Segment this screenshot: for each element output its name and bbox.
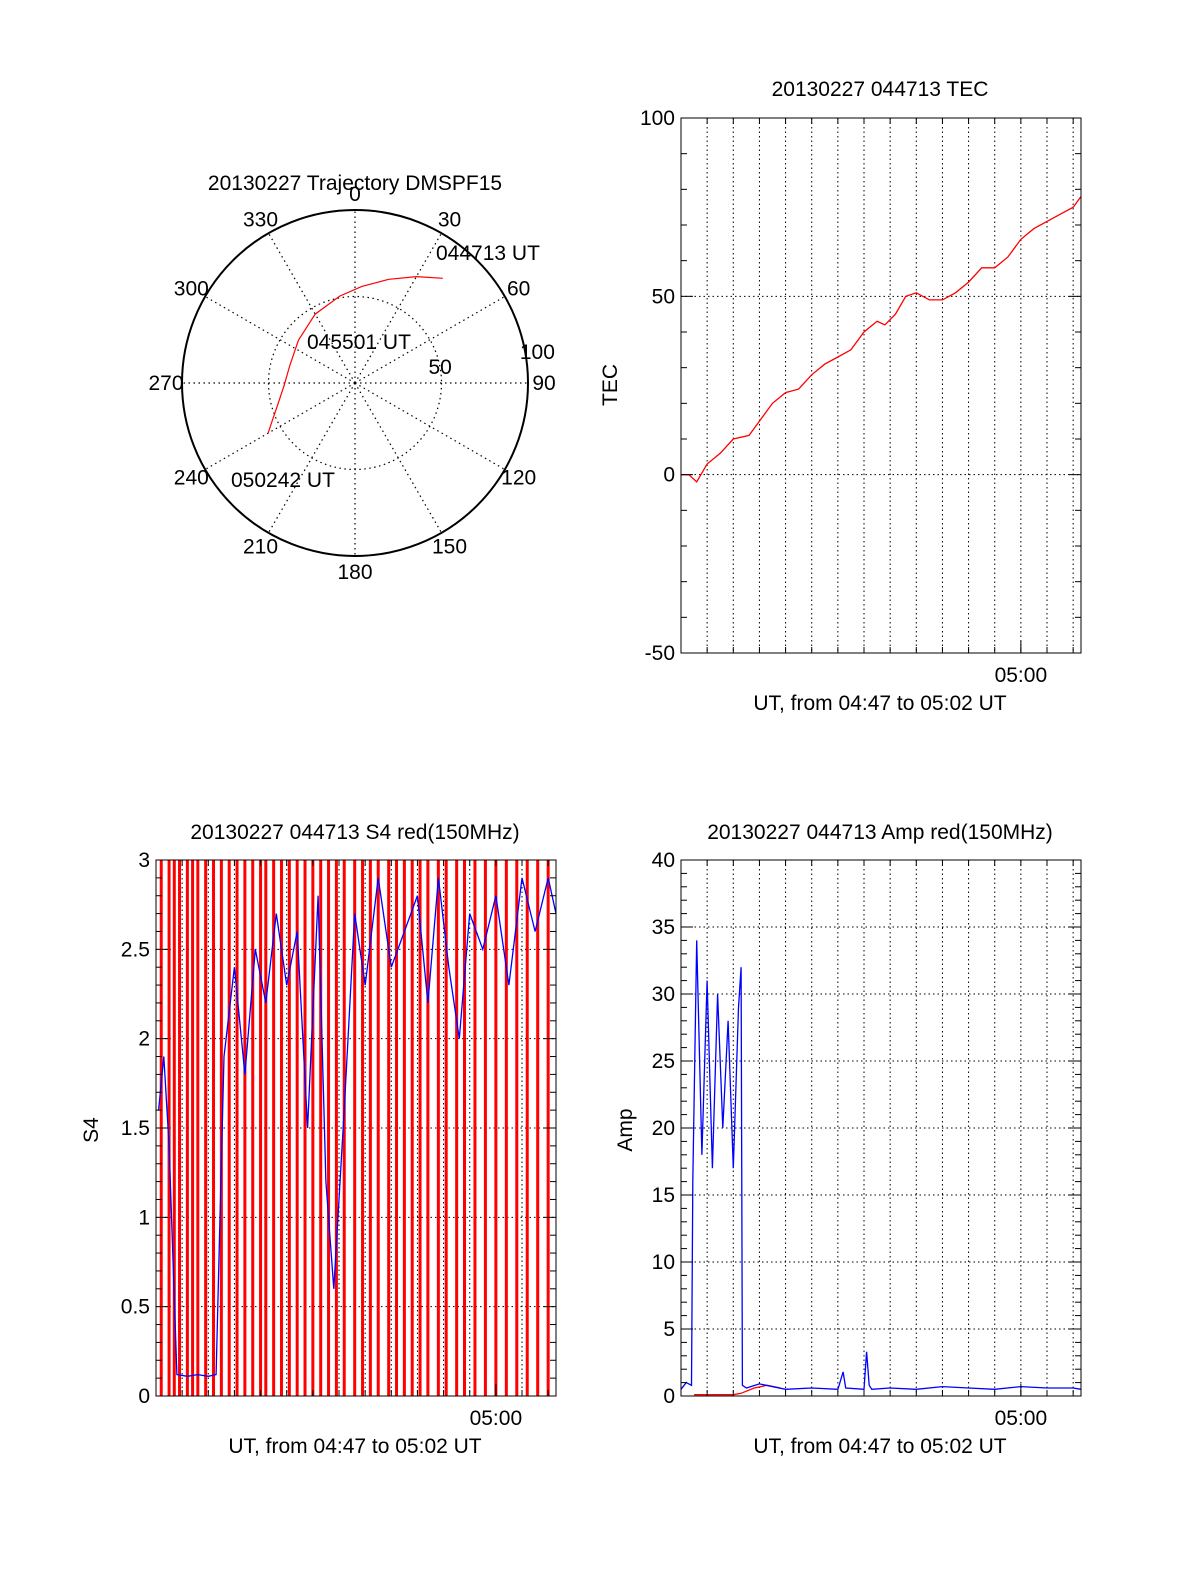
angle-tick-label: 300 [174,278,209,301]
s4-xtick-label: 05:00 [470,1407,523,1430]
tec-ytick-label: 50 [652,285,675,308]
amp-ytick-label: 0 [663,1385,675,1408]
amp-xtick-label: 05:00 [995,1407,1048,1430]
tec-series-line [681,196,1082,483]
angle-tick-label: 90 [532,372,555,395]
s4-ticks: 0 0.5 1 1.5 2 2.5 3 05:00 [121,849,556,1430]
angle-tick-label: 60 [507,278,530,301]
polar-spoke [267,232,356,384]
angle-tick-label: 180 [337,561,372,584]
s4-ytick-label: 3 [138,849,150,872]
polar-grid [182,210,528,556]
amp-ytick-label: 15 [652,1184,675,1207]
s4-ytick-label: 2 [138,1028,150,1051]
amp-ytick-label: 5 [663,1318,675,1341]
s4-x-axis-label: UT, from 04:47 to 05:02 UT [228,1435,481,1458]
tec-xtick-label: 05:00 [995,664,1048,687]
angle-tick-label: 0 [349,183,361,206]
tec-series [681,196,1082,483]
s4-ytick-label: 1.5 [121,1117,150,1140]
angle-tick-label: 150 [432,536,467,559]
tec-ytick-label: -50 [645,642,675,665]
s4-ytick-label: 2.5 [121,938,150,961]
amp-ticks: 0 5 10 15 20 25 30 35 40 05:00 [652,849,1081,1430]
polar-spoke [354,232,443,384]
amp-ytick-label: 10 [652,1251,675,1274]
radial-tick-label: 50 [429,356,452,379]
polar-spoke [354,295,506,384]
amp-plot: 20130227 044713 Amp red(150MHz) 0 5 10 15 20… [614,821,1082,1458]
angle-tick-label: 270 [148,372,183,395]
amp-ytick-label: 20 [652,1117,675,1140]
s4-ytick-label: 0 [138,1385,150,1408]
amp-ytick-label: 40 [652,849,675,872]
s4-title: 20130227 044713 S4 red(150MHz) [190,821,519,844]
tec-ytick-label: 0 [663,464,675,487]
angle-tick-label: 30 [438,208,461,231]
tec-title: 20130227 044713 TEC [772,78,989,101]
tec-plot: 20130227 044713 TEC -50 0 50 100 05:00 UT, f… [599,78,1082,715]
amp-grid [681,860,1081,1396]
s4-series-line [157,877,557,1377]
polar-ring [267,295,443,471]
tec-frame [680,117,1082,654]
tec-ytick-label: 100 [640,107,675,130]
annotation-start-time: 044713 UT [436,242,540,265]
amp-ytick-label: 35 [652,916,675,939]
amp-series [680,940,1082,1396]
angle-tick-label: 120 [501,467,536,490]
trajectory-title: 20130227 Trajectory DMSPF15 [208,172,502,195]
annotation-mid-time: 045501 UT [307,331,411,354]
angle-tick-label: 210 [243,536,278,559]
s4-y-axis-label: S4 [80,1117,103,1143]
amp-ytick-label: 30 [652,983,675,1006]
angle-tick-label: 240 [174,467,209,490]
trajectory-track [267,275,443,434]
amp-series-line [694,1384,781,1396]
amp-y-axis-label: Amp [614,1108,637,1151]
s4-ytick-label: 1 [138,1206,150,1229]
trajectory-polar-plot: 20130227 Trajectory DMSPF15 0 30 60 90 120 15… [148,172,555,584]
tec-grid [681,118,1081,653]
amp-series-line [680,940,1082,1390]
angle-tick-label: 330 [243,208,278,231]
tec-y-axis-label: TEC [599,364,622,406]
amp-title: 20130227 044713 Amp red(150MHz) [707,821,1053,844]
polar-outer-circle [181,209,529,557]
amp-x-axis-label: UT, from 04:47 to 05:02 UT [753,1435,1006,1458]
amp-ytick-label: 25 [652,1050,675,1073]
polar-radial-ticks: 50 100 [429,341,555,379]
annotation-end-time: 050242 UT [231,469,335,492]
tec-x-axis-label: UT, from 04:47 to 05:02 UT [753,692,1006,715]
polar-angle-ticks: 0 30 60 90 120 150 180 210 240 270 300 330 [148,183,555,584]
s4-series [157,860,557,1396]
polar-spoke [204,295,356,384]
tec-ticks: -50 0 50 100 05:00 [640,107,1081,687]
s4-ytick-label: 0.5 [121,1296,150,1319]
radial-tick-label: 100 [520,341,555,364]
s4-plot: 20130227 044713 S4 red(150MHz) 0 0.5 1 1.5 2… [80,821,557,1458]
